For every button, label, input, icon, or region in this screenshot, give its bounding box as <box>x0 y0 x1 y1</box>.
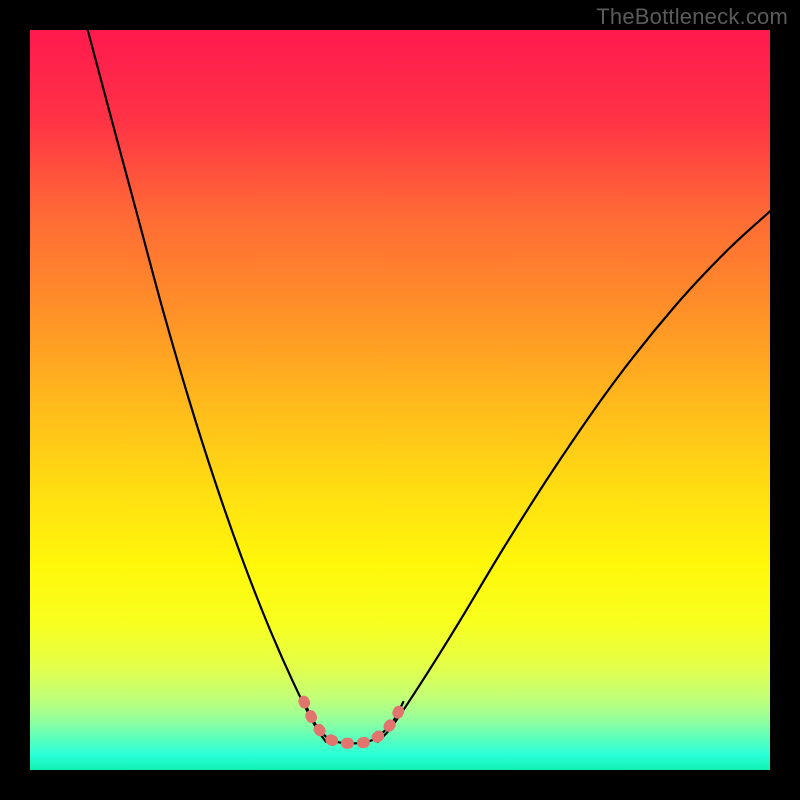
attribution-label: TheBottleneck.com <box>596 4 788 30</box>
chart-outer: TheBottleneck.com <box>0 0 800 800</box>
chart-svg <box>30 30 770 770</box>
plot-area <box>30 30 770 770</box>
gradient-background <box>30 30 770 770</box>
